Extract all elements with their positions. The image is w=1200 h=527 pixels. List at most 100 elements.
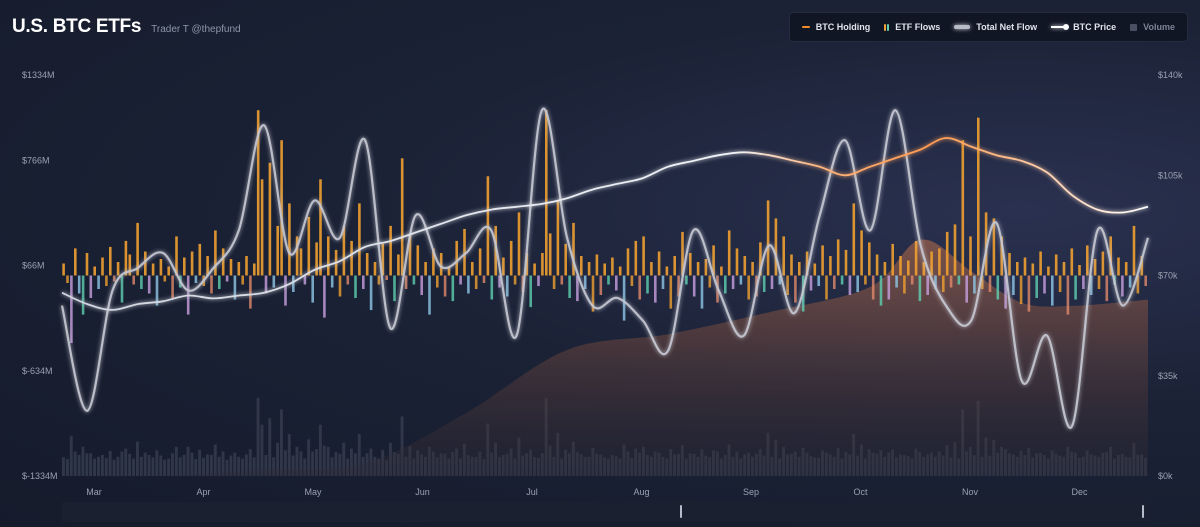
- etf-flow-bar: [615, 275, 618, 291]
- volume-bar: [136, 441, 139, 476]
- etf-flow-bar: [576, 275, 579, 302]
- btc-holding-swatch: [801, 26, 810, 28]
- volume-bar: [350, 448, 353, 476]
- etf-flow-bar: [284, 275, 287, 306]
- volume-bar: [213, 444, 217, 476]
- legend-etf-flows[interactable]: ETF Flows: [884, 22, 940, 32]
- etf-flow-bar: [509, 240, 513, 276]
- etf-flow-bar: [97, 275, 100, 289]
- volume-bar: [81, 446, 85, 476]
- volume-bar: [116, 456, 120, 477]
- etf-flow-bar: [128, 254, 132, 276]
- etf-flow-bar: [871, 275, 875, 300]
- volume-bar: [299, 451, 303, 476]
- etf-flow-bar: [245, 256, 248, 276]
- btc-holding-fill: [62, 239, 1148, 477]
- etf-flow-bar: [790, 254, 793, 276]
- etf-flow-bar: [303, 275, 307, 285]
- etf-flow-bar: [147, 275, 151, 294]
- etf-flow-bar: [704, 259, 708, 276]
- etf-flow-bar: [770, 275, 774, 289]
- legend-volume-label: Volume: [1143, 22, 1175, 32]
- volume-bar: [159, 455, 163, 476]
- etf-flow-bar: [116, 262, 120, 276]
- etf-flow-bar: [980, 275, 984, 289]
- etf-flow-bar: [825, 275, 828, 300]
- volume-bar: [97, 456, 100, 477]
- etf-flow-bar: [642, 236, 645, 276]
- etf-flow-bar: [724, 275, 727, 294]
- volume-bar: [315, 449, 318, 476]
- etf-flow-bar: [62, 263, 65, 276]
- etf-flow-bar: [840, 275, 844, 285]
- etf-flow-bar: [910, 275, 914, 285]
- etf-flow-bar: [630, 275, 634, 286]
- legend-btc-holding[interactable]: BTC Holding: [801, 22, 870, 32]
- volume-bar: [311, 451, 314, 476]
- etf-flow-bar: [918, 275, 922, 302]
- legend-btc-price-label: BTC Price: [1073, 22, 1117, 32]
- x-tick-label: May: [304, 487, 322, 497]
- etf-flow-bar: [650, 262, 653, 276]
- volume-bar: [194, 459, 198, 476]
- scroll-handle-left[interactable]: [680, 505, 682, 518]
- volume-bar: [112, 459, 116, 476]
- etf-flow-bar: [580, 256, 583, 276]
- etf-flow-bar: [373, 262, 377, 276]
- etf-flow-bar: [190, 251, 194, 276]
- btc-price-path: [61, 137, 1149, 311]
- legend-volume[interactable]: Volume: [1130, 22, 1175, 32]
- volume-bar: [280, 409, 283, 476]
- etf-flow-bar: [591, 275, 595, 312]
- volume-bar: [124, 448, 128, 476]
- etf-flow-bar: [852, 203, 856, 276]
- scroll-handle-right[interactable]: [1142, 505, 1144, 518]
- x-axis: Mar Apr May Jun Jul Aug Sep Oct Nov Dec: [86, 487, 1088, 497]
- etf-flow-bar: [260, 179, 264, 276]
- etf-flow-bar: [389, 225, 392, 276]
- range-scrollbar[interactable]: [62, 502, 1150, 522]
- etf-flow-bar: [299, 248, 303, 276]
- etf-flow-bar: [315, 242, 318, 276]
- etf-flow-bar: [689, 253, 692, 276]
- etf-flow-bar: [447, 266, 451, 276]
- etf-flow-bar: [319, 179, 322, 276]
- etf-flow-bar: [583, 275, 587, 289]
- etf-flow-bar: [354, 275, 357, 298]
- etf-flow-bar: [1109, 236, 1112, 276]
- etf-flow-bar: [198, 243, 202, 276]
- x-tick-label: Jul: [526, 487, 538, 497]
- right-tick-label: $0k: [1158, 471, 1173, 481]
- etf-flow-bar: [759, 242, 762, 276]
- volume-bar: [248, 449, 252, 476]
- etf-flow-bar: [249, 275, 252, 309]
- etf-flow-bar: [346, 275, 350, 285]
- etf-flow-bar: [712, 245, 715, 276]
- volume-bar: [73, 451, 77, 476]
- legend-total-net-flow[interactable]: Total Net Flow: [954, 22, 1037, 32]
- etf-flow-bar: [883, 262, 887, 276]
- etf-flow-bar: [424, 262, 427, 276]
- etf-flow-bar: [700, 275, 704, 309]
- volume-bar: [198, 449, 202, 477]
- etf-flow-bar: [545, 110, 548, 276]
- etf-flow-bar: [1082, 275, 1085, 289]
- etf-flow-bar: [813, 263, 817, 276]
- etf-flow-bar: [498, 275, 501, 288]
- volume-bar: [244, 454, 248, 476]
- volume-bar: [233, 452, 237, 476]
- etf-flow-bar: [965, 275, 968, 303]
- etf-flow-bar: [1128, 275, 1132, 288]
- left-tick-label: $-1334M: [22, 471, 58, 481]
- etf-flow-bar: [171, 275, 174, 298]
- etf-flow-bar: [502, 257, 505, 276]
- legend-btc-price[interactable]: BTC Price: [1051, 22, 1116, 32]
- volume-bar: [155, 450, 159, 476]
- etf-flow-bar: [276, 225, 279, 276]
- volume-bar: [303, 458, 307, 476]
- etf-flow-bar: [393, 275, 396, 302]
- etf-flow-bar: [618, 266, 622, 276]
- left-y-axis: $1334M $766M $66M $-634M $-1334M: [22, 70, 58, 481]
- right-tick-label: $70k: [1158, 271, 1178, 281]
- etf-flow-bar: [747, 275, 750, 300]
